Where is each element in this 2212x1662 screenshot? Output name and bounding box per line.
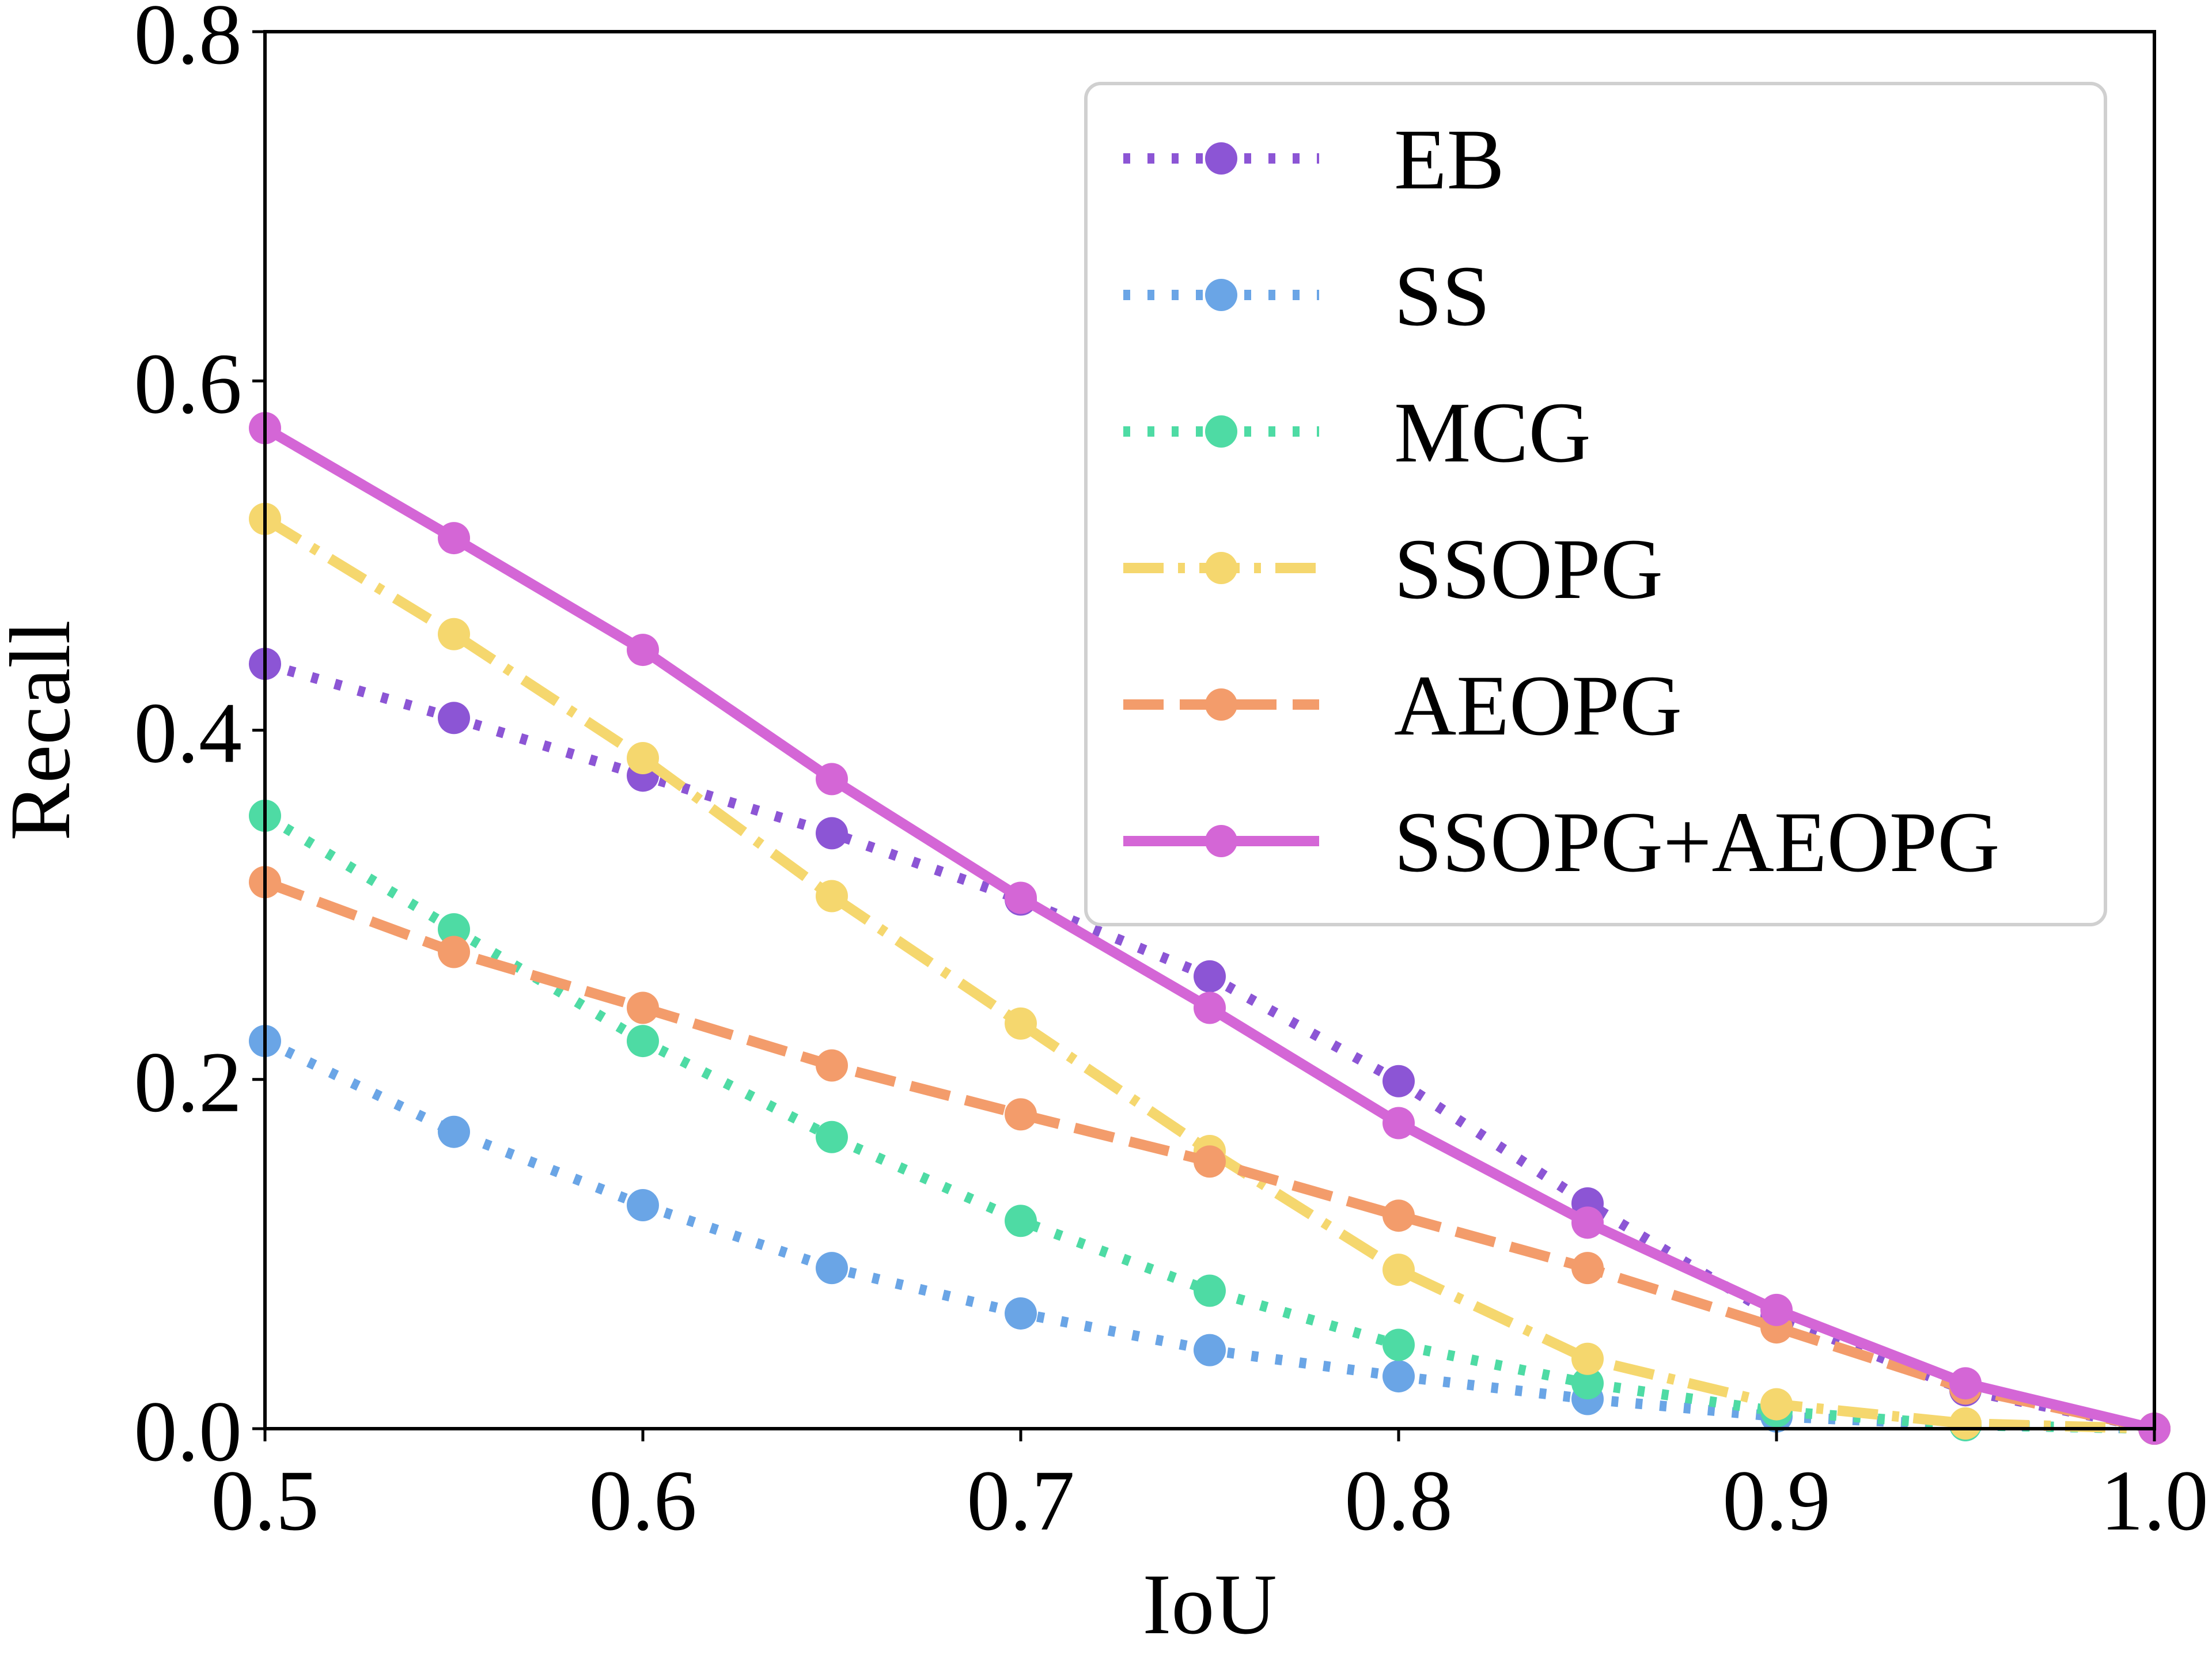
legend-swatch-marker — [1205, 142, 1237, 175]
legend-swatch-marker — [1205, 415, 1237, 448]
data-point-ssopg-aeopg — [1571, 1206, 1604, 1239]
data-point-eb — [1194, 960, 1226, 993]
data-point-eb — [816, 817, 848, 850]
data-point-ssopg — [1760, 1388, 1793, 1421]
data-point-ss — [1194, 1334, 1226, 1366]
data-point-ssopg — [627, 742, 659, 774]
data-point-ssopg-aeopg — [627, 634, 659, 667]
legend-item-ssopg: SSOPG — [1123, 521, 1663, 617]
legend-label: SS — [1394, 248, 1490, 344]
legend-label: EB — [1394, 112, 1505, 207]
legend-label: AEOPG — [1394, 658, 1682, 754]
legend-item-aeopg: AEOPG — [1123, 658, 1682, 754]
data-point-mcg — [627, 1025, 659, 1058]
x-tick-label: 0.9 — [1722, 1453, 1831, 1549]
x-tick-label: 0.8 — [1344, 1453, 1453, 1549]
data-point-mcg — [1382, 1328, 1415, 1361]
legend-item-mcg: MCG — [1123, 385, 1591, 480]
data-point-ssopg — [1949, 1407, 1982, 1440]
data-point-ss — [438, 1115, 470, 1148]
data-point-ssopg-aeopg — [816, 763, 848, 796]
data-point-ssopg — [1382, 1254, 1415, 1286]
data-point-ssopg — [816, 880, 848, 913]
x-tick-label: 0.5 — [211, 1453, 319, 1549]
legend-label: MCG — [1394, 385, 1591, 480]
data-point-ss — [627, 1189, 659, 1221]
data-point-aeopg — [1382, 1199, 1415, 1232]
y-axis-title: Recall — [0, 620, 88, 841]
data-point-mcg — [816, 1120, 848, 1153]
x-tick-label: 0.7 — [967, 1453, 1075, 1549]
data-point-eb — [1382, 1065, 1415, 1097]
x-tick-label: 1.0 — [2100, 1453, 2209, 1549]
y-tick-label: 0.0 — [134, 1384, 243, 1479]
data-point-ss — [816, 1252, 848, 1285]
data-point-ssopg — [1571, 1342, 1604, 1375]
data-point-ssopg — [438, 618, 470, 650]
data-point-aeopg — [1005, 1098, 1037, 1131]
series-line-ssopg — [262, 514, 2155, 1434]
legend-swatch-marker — [1205, 279, 1237, 311]
data-point-ssopg-aeopg — [438, 522, 470, 555]
data-point-ssopg-aeopg — [1760, 1293, 1793, 1326]
data-point-aeopg — [1194, 1145, 1226, 1178]
data-point-mcg — [1571, 1367, 1604, 1400]
legend-item-ssopg-aeopg: SSOPG+AEOPG — [1123, 794, 2000, 890]
x-tick-label: 0.6 — [589, 1453, 697, 1549]
legend-swatch-marker — [1205, 825, 1237, 857]
legend-swatch-marker — [1205, 552, 1237, 584]
y-tick-label: 0.8 — [134, 0, 243, 82]
legend-item-ss: SS — [1123, 248, 1490, 344]
data-point-aeopg — [438, 936, 470, 968]
y-tick-label: 0.6 — [134, 336, 243, 431]
legend-label: SSOPG — [1394, 521, 1663, 617]
data-point-ssopg-aeopg — [1949, 1367, 1982, 1400]
data-point-ss — [1005, 1297, 1037, 1330]
data-point-ssopg-aeopg — [1382, 1107, 1415, 1139]
data-point-aeopg — [816, 1049, 848, 1082]
data-point-mcg — [1194, 1274, 1226, 1307]
data-point-ssopg — [1005, 1007, 1037, 1040]
data-point-aeopg — [1571, 1252, 1604, 1285]
data-point-ssopg-aeopg — [1005, 881, 1037, 914]
data-point-mcg — [438, 913, 470, 946]
data-point-aeopg — [627, 991, 659, 1024]
legend: EB SS MCG SSOPG AEOPG SSOPG+AEOPG — [1084, 82, 2107, 926]
data-point-ssopg-aeopg — [1194, 991, 1226, 1024]
data-point-eb — [438, 702, 470, 735]
axis-layer: 0.5 0.6 0.7 0.8 0.9 1.0 0.0 0.2 0.4 0.6 0.8 — [134, 0, 2209, 1549]
data-point-mcg — [1005, 1205, 1037, 1237]
legend-box — [1084, 82, 2107, 926]
legend-swatch-marker — [1205, 688, 1237, 721]
y-tick-label: 0.4 — [134, 686, 243, 781]
legend-item-eb: EB — [1123, 112, 1505, 207]
data-point-ss — [1382, 1360, 1415, 1393]
series-line-mcg — [262, 811, 2155, 1434]
x-axis-title: IoU — [1142, 1557, 1277, 1652]
y-tick-label: 0.2 — [134, 1035, 243, 1130]
legend-label: SSOPG+AEOPG — [1394, 794, 2000, 890]
series-layer — [249, 412, 2171, 1445]
